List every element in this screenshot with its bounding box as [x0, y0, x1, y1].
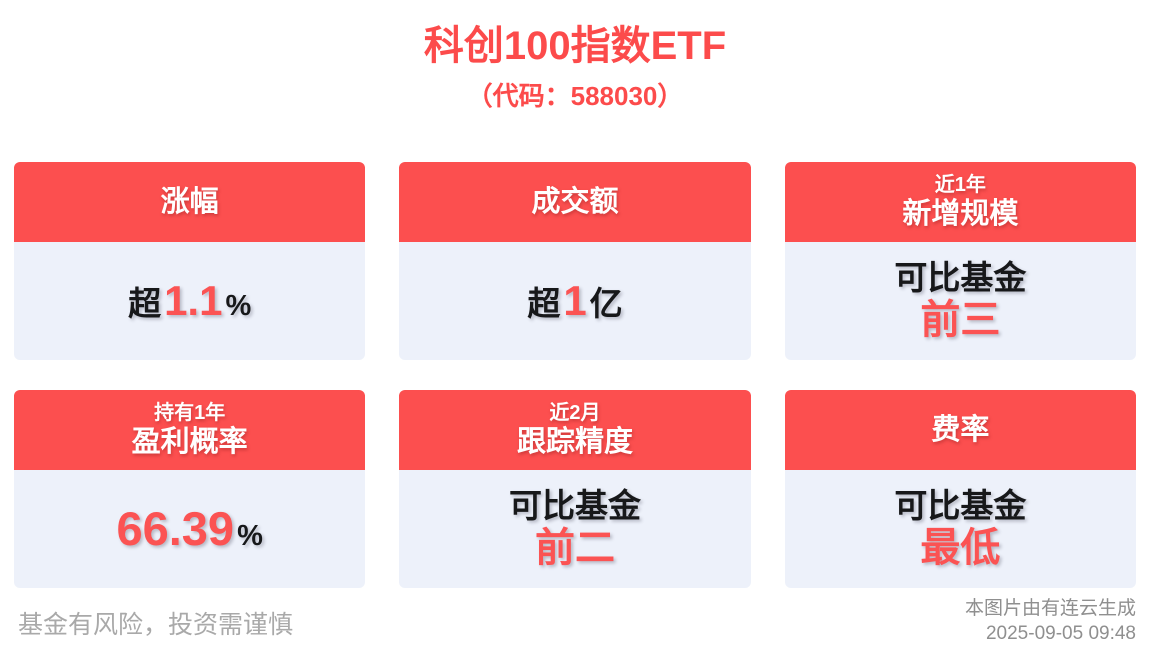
card-header-line: 费率 — [931, 413, 990, 446]
metric-card-new-scale-1y: 近1年 新增规模 可比基金 前三 — [784, 162, 1136, 360]
value-segment: % — [237, 519, 263, 552]
card-value: 超 1.1% — [14, 242, 366, 360]
value-line: 最低 — [920, 525, 1000, 571]
value-segment: 66.39 — [116, 501, 235, 555]
value-segment: % — [225, 289, 252, 322]
value-segment: 1.1 — [164, 276, 223, 324]
value-segment: 可比基金 — [894, 259, 1027, 297]
value-line: 66.39% — [116, 502, 262, 556]
value-segment: 前二 — [534, 525, 615, 570]
metric-card-turnover: 成交额超 1 亿 — [399, 162, 751, 360]
card-value: 可比基金 前三 — [784, 242, 1136, 360]
value-segment: 前三 — [920, 297, 1001, 342]
timestamp: 2025-09-05 09:48 — [985, 623, 1136, 644]
card-header: 近2月 跟踪精度 — [399, 390, 751, 470]
value-line: 可比基金 — [894, 259, 1026, 297]
infographic-page: 科创100指数ETF （代码：588030） 涨幅超 1.1% 成交额超 1 亿近1年新… — [0, 22, 1150, 654]
value-segment: 亿 — [589, 284, 623, 322]
risk-disclaimer: 基金有风险，投资需谨慎 — [18, 611, 294, 639]
value-segment: 最低 — [920, 525, 1001, 570]
card-header: 成交额 — [399, 162, 751, 242]
page-title: 科创100指数ETF — [423, 24, 727, 68]
card-header: 近1年 新增规模 — [784, 162, 1136, 242]
card-header-line: 新增规模 — [902, 197, 1019, 230]
value-segment: 可比基金 — [894, 487, 1027, 525]
card-value: 66.39% — [14, 470, 366, 588]
credit-line: 本图片由有连云生成 — [964, 598, 1136, 619]
footer: 基金有风险，投资需谨慎 本图片由有连云生成 2025-09-05 09:48 — [18, 596, 1136, 646]
card-value: 可比基金 前二 — [399, 470, 751, 588]
card-header-line: 跟踪精度 — [516, 425, 633, 458]
metric-card-price-change: 涨幅超 1.1% — [14, 162, 366, 360]
value-line: 可比基金 — [894, 487, 1026, 525]
value-segment: 1 — [563, 276, 587, 324]
card-header-line: 盈利概率 — [131, 425, 248, 458]
value-segment: 超 — [128, 284, 162, 322]
card-value: 可比基金 最低 — [784, 470, 1136, 588]
card-header-line: 成交额 — [531, 185, 619, 218]
card-header: 持有1年 盈利概率 — [14, 390, 366, 470]
card-header-line: 涨幅 — [160, 185, 219, 218]
value-line: 可比基金 — [509, 487, 641, 525]
card-header-line: 近1年 — [934, 173, 986, 196]
metric-card-tracking-precision-2m: 近2月 跟踪精度 可比基金 前二 — [399, 390, 751, 588]
value-segment: 可比基金 — [508, 487, 641, 525]
metric-grid: 涨幅超 1.1% 成交额超 1 亿近1年 新增规模 可比基金 前三 持有1年 盈利概率 66.39%… — [14, 162, 1136, 588]
value-segment: 超 — [527, 284, 561, 322]
card-header-line: 近2月 — [549, 401, 601, 424]
card-header: 涨幅 — [14, 162, 366, 242]
metric-card-fee-rate: 费率 可比基金 最低 — [784, 390, 1136, 588]
value-line: 超 1.1% — [128, 277, 251, 325]
card-header-line: 持有1年 — [154, 401, 226, 424]
value-line: 前三 — [920, 297, 1000, 343]
page-subtitle: （代码：588030） — [466, 81, 684, 111]
generator-credit: 本图片由有连云生成 2025-09-05 09:48 — [965, 596, 1136, 646]
value-line: 前二 — [535, 525, 615, 571]
card-header: 费率 — [784, 390, 1136, 470]
metric-card-profit-probability-1y: 持有1年 盈利概率 66.39% — [14, 390, 366, 588]
